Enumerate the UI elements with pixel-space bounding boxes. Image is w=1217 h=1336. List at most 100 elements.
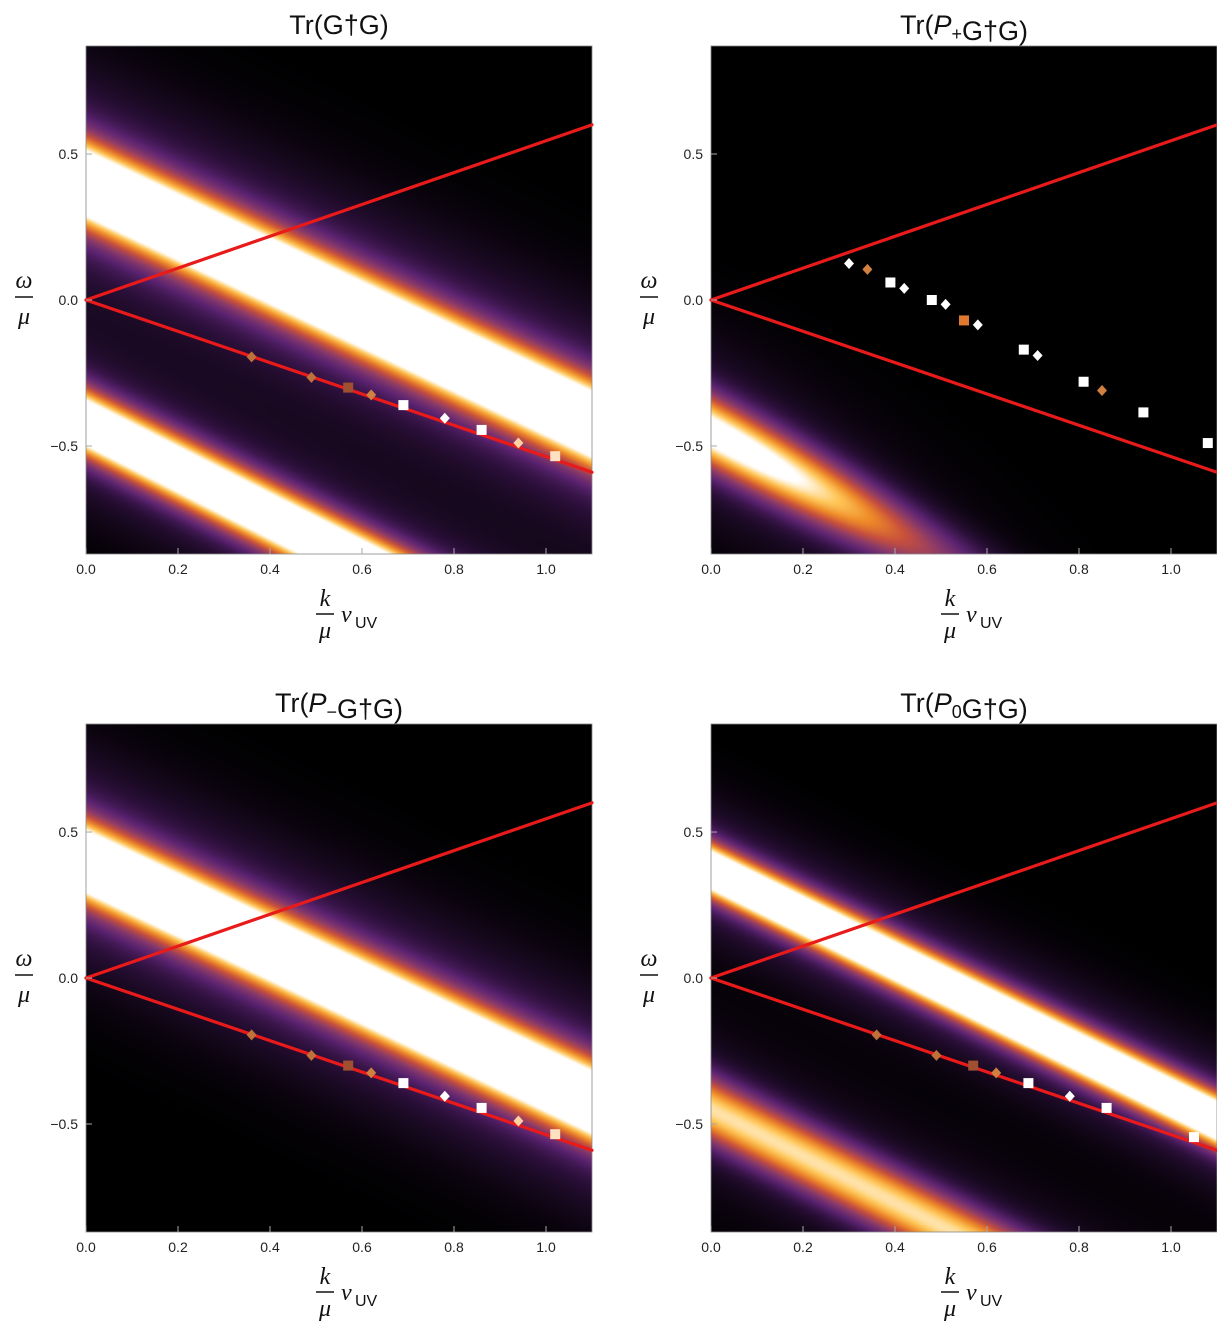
- y-tick-label: −0.5: [675, 1116, 703, 1132]
- x-tick-label: 0.4: [885, 1239, 905, 1255]
- panel-title: Tr(P0G†G): [900, 688, 1028, 724]
- x-axis-label: kμv UV: [941, 1264, 1003, 1322]
- x-tick-label: 0.2: [168, 561, 188, 577]
- x-tick-label: 0.0: [701, 561, 721, 577]
- marker-square: [968, 1061, 978, 1071]
- marker-square: [1189, 1132, 1199, 1142]
- marker-square: [1019, 345, 1029, 355]
- x-axis-label: kμv UV: [316, 586, 378, 644]
- x-tick-label: 0.8: [1069, 1239, 1089, 1255]
- svg-text:μ: μ: [943, 1296, 956, 1322]
- panel-3: 0.0 0.2 0.4 0.6 0.8 1.00.50.0−0.5Tr(P−G†G)kμv…: [15, 688, 592, 1322]
- x-tick-label: 1.0: [1161, 561, 1181, 577]
- x-tick-label: 0.4: [260, 1239, 280, 1255]
- y-tick-label: −0.5: [675, 438, 703, 454]
- x-tick-label: 0.6: [352, 561, 372, 577]
- y-tick-label: −0.5: [50, 1116, 78, 1132]
- svg-text:μ: μ: [17, 304, 30, 330]
- y-tick-label: 0.0: [684, 970, 704, 986]
- heatmap-image: [86, 724, 592, 1232]
- marker-square: [927, 295, 937, 305]
- svg-text:ω: ω: [16, 946, 33, 972]
- y-tick-label: 0.5: [684, 146, 704, 162]
- x-tick-label: 0.6: [977, 561, 997, 577]
- x-tick-label: 0.2: [793, 561, 813, 577]
- x-tick-label: 0.8: [444, 561, 464, 577]
- marker-square: [885, 277, 895, 287]
- y-tick-label: −0.5: [50, 438, 78, 454]
- svg-text:v: v: [341, 1280, 352, 1306]
- x-tick-label: 0.6: [977, 1239, 997, 1255]
- x-tick-label: 1.0: [1161, 1239, 1181, 1255]
- x-tick-label: 1.0: [536, 561, 556, 577]
- svg-text:μ: μ: [318, 618, 331, 644]
- marker-square: [398, 1078, 408, 1088]
- panel-title: Tr(P+G†G): [900, 10, 1028, 46]
- marker-square: [1203, 438, 1213, 448]
- panel-4: 0.0 0.2 0.4 0.6 0.8 1.00.50.0−0.5Tr(P0G†G)kμv…: [640, 688, 1217, 1322]
- heatmap-image: [711, 46, 1217, 554]
- x-tick-label: 0.8: [444, 1239, 464, 1255]
- y-axis-label: ωμ: [15, 268, 33, 330]
- svg-text:μ: μ: [943, 618, 956, 644]
- marker-square: [343, 1061, 353, 1071]
- marker-square: [1138, 407, 1148, 417]
- svg-text:k: k: [945, 1264, 956, 1290]
- x-tick-label: 0.8: [1069, 561, 1089, 577]
- y-axis-label: ωμ: [15, 946, 33, 1008]
- y-tick-label: 0.5: [684, 824, 704, 840]
- svg-text:μ: μ: [318, 1296, 331, 1322]
- y-tick-label: 0.0: [59, 970, 79, 986]
- marker-square: [477, 1103, 487, 1113]
- x-tick-label: 0.0: [76, 561, 96, 577]
- y-tick-label: 0.0: [59, 292, 79, 308]
- x-tick-label: 0.2: [793, 1239, 813, 1255]
- y-tick-label: 0.0: [684, 292, 704, 308]
- panel-title: Tr(P−G†G): [275, 688, 403, 724]
- marker-square: [398, 400, 408, 410]
- svg-text:k: k: [320, 586, 331, 612]
- marker-square: [343, 383, 353, 393]
- marker-square: [550, 1129, 560, 1139]
- svg-text:UV: UV: [355, 615, 378, 632]
- x-tick-label: 1.0: [536, 1239, 556, 1255]
- heatmap-image: [86, 46, 592, 554]
- svg-text:ω: ω: [16, 268, 33, 294]
- y-tick-label: 0.5: [59, 824, 79, 840]
- x-tick-label: 0.6: [352, 1239, 372, 1255]
- svg-text:UV: UV: [980, 615, 1003, 632]
- panel-title: Tr(G†G): [289, 10, 389, 40]
- marker-square: [1102, 1103, 1112, 1113]
- svg-text:k: k: [320, 1264, 331, 1290]
- marker-square: [550, 451, 560, 461]
- svg-text:μ: μ: [17, 982, 30, 1008]
- x-tick-label: 0.2: [168, 1239, 188, 1255]
- svg-text:k: k: [945, 586, 956, 612]
- marker-square: [1079, 377, 1089, 387]
- marker-square: [1023, 1078, 1033, 1088]
- svg-text:UV: UV: [980, 1293, 1003, 1310]
- x-axis-label: kμv UV: [316, 1264, 378, 1322]
- x-axis-label: kμv UV: [941, 586, 1003, 644]
- svg-text:μ: μ: [642, 982, 655, 1008]
- y-axis-label: ωμ: [640, 946, 658, 1008]
- panel-2: 0.0 0.2 0.4 0.6 0.8 1.00.50.0−0.5Tr(P+G†G)kμv…: [640, 10, 1217, 644]
- x-tick-label: 0.4: [885, 561, 905, 577]
- heatmap-image: [711, 724, 1217, 1232]
- y-axis-label: ωμ: [640, 268, 658, 330]
- panel-1: 0.0 0.2 0.4 0.6 0.8 1.00.50.0−0.5Tr(G†G)kμv UV…: [15, 10, 592, 644]
- svg-text:v: v: [966, 1280, 977, 1306]
- svg-text:UV: UV: [355, 1293, 378, 1310]
- marker-square: [477, 425, 487, 435]
- x-tick-label: 0.0: [76, 1239, 96, 1255]
- x-tick-label: 0.0: [701, 1239, 721, 1255]
- svg-text:μ: μ: [642, 304, 655, 330]
- svg-text:ω: ω: [641, 946, 658, 972]
- svg-text:v: v: [341, 602, 352, 628]
- svg-text:v: v: [966, 602, 977, 628]
- x-tick-label: 0.4: [260, 561, 280, 577]
- marker-square: [959, 315, 969, 325]
- y-tick-label: 0.5: [59, 146, 79, 162]
- svg-text:ω: ω: [641, 268, 658, 294]
